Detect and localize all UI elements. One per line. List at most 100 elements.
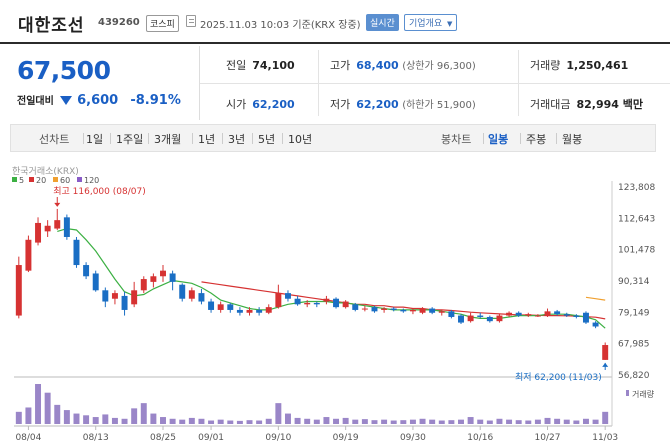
- volume-bar: [198, 418, 205, 424]
- ma60-line: [585, 296, 606, 301]
- y-tick-label: 56,820: [618, 371, 650, 381]
- volume-bar: [371, 420, 378, 424]
- separator: [110, 133, 111, 144]
- chart-source-label: 한국거래소(KRX): [12, 166, 79, 177]
- period-1y[interactable]: 1년: [198, 133, 216, 146]
- candle-body: [486, 316, 493, 322]
- volume-bar: [227, 420, 234, 424]
- chevron-down-icon: ▼: [447, 20, 453, 28]
- volume-bar: [554, 418, 561, 424]
- volume-bar: [438, 420, 445, 424]
- separator: [252, 133, 253, 144]
- period-10y[interactable]: 10년: [288, 133, 313, 146]
- candlestick-chart[interactable]: 한국거래소(KRX) 5 20 60 120 123,808 112,643 101,478 9…: [0, 156, 670, 447]
- change-label: 전일대비: [17, 96, 54, 107]
- volume-legend-swatch: [626, 390, 629, 396]
- candle-body: [111, 293, 118, 299]
- company-overview-dropdown[interactable]: 기업개요 ▼: [404, 14, 458, 31]
- divider: [200, 83, 670, 84]
- chart-canvas: 한국거래소(KRX)5 20 60 120 123,808 112,643 101,478 9…: [12, 166, 655, 443]
- volume-legend-label: 거래량: [632, 389, 655, 399]
- candle-body: [63, 217, 70, 237]
- volume-bar: [217, 419, 224, 424]
- x-tick-label: 10/27: [535, 433, 561, 443]
- candle-daily[interactable]: 일봉: [488, 133, 509, 146]
- candle-body: [275, 293, 282, 308]
- candle-body: [217, 304, 224, 310]
- separator: [556, 133, 557, 144]
- candle-body: [525, 314, 532, 316]
- volume-bar: [275, 403, 282, 424]
- period-1w[interactable]: 1주일: [116, 133, 144, 146]
- lower-limit: (하한가 51,900): [402, 100, 476, 111]
- candle-body: [515, 312, 522, 316]
- separator: [520, 133, 521, 144]
- stat-label: 저가: [330, 98, 351, 111]
- period-3m[interactable]: 3개월: [154, 133, 182, 146]
- period-3y[interactable]: 3년: [228, 133, 246, 146]
- separator: [192, 133, 193, 144]
- volume-bar: [236, 420, 243, 424]
- candle-body: [188, 290, 195, 299]
- high-annotation: 최고 116,000 (08/07): [53, 186, 145, 197]
- ma5-line: [57, 227, 606, 329]
- legend-label-ma5: 5: [19, 176, 24, 185]
- volume-bar: [458, 419, 464, 424]
- candle-body: [477, 315, 484, 317]
- stat-amount: 거래대금 82,994 백만: [530, 96, 643, 112]
- x-tick-label: 08/04: [15, 433, 41, 443]
- candle-body: [246, 309, 253, 313]
- candle-body: [361, 308, 368, 310]
- y-tick-label: 90,314: [618, 277, 650, 287]
- candle-body: [131, 290, 138, 305]
- candle-monthly[interactable]: 월봉: [562, 133, 583, 146]
- candle-body: [554, 311, 561, 315]
- divider: [318, 50, 319, 116]
- divider: [518, 50, 519, 116]
- candle-body: [573, 315, 580, 317]
- stock-name: 대한조선: [18, 16, 85, 36]
- volume-bar: [111, 417, 118, 424]
- volume-bar: [496, 418, 503, 424]
- separator: [222, 133, 223, 144]
- realtime-button[interactable]: 실시간: [366, 14, 399, 31]
- stock-header: 대한조선 439260 코스피 2025.11.03 10:03 기준(KRX …: [0, 0, 670, 44]
- candle-body: [496, 315, 503, 322]
- candle-body: [140, 279, 147, 291]
- stat-value: 1,250,461: [566, 59, 629, 72]
- candle-body: [54, 220, 61, 229]
- candle-body: [323, 298, 330, 302]
- candle-body: [352, 304, 359, 310]
- candle-body: [83, 265, 90, 277]
- volume-bar: [83, 415, 90, 424]
- volume-bar: [582, 418, 589, 424]
- price-summary: 67,500 전일대비 6,600 -8.91% 전일 74,100 고가 68,4…: [0, 46, 670, 120]
- volume-bar: [284, 413, 291, 424]
- period-5y[interactable]: 5년: [258, 133, 276, 146]
- low-arrow-icon: [602, 362, 609, 367]
- y-tick-label: 123,808: [618, 183, 655, 193]
- candle-body: [506, 312, 513, 316]
- stat-label: 거래대금: [530, 98, 571, 111]
- stat-label: 시가: [226, 98, 247, 111]
- candle-body: [381, 308, 388, 310]
- candle-body: [371, 307, 378, 312]
- candle-body: [582, 312, 589, 323]
- candle-body: [458, 315, 464, 323]
- legend-label-ma120: 120: [84, 176, 99, 185]
- candle-weekly[interactable]: 주봉: [526, 133, 547, 146]
- volume-bar: [304, 418, 311, 424]
- volume-bar: [409, 419, 416, 424]
- volume-bar: [179, 419, 186, 424]
- candle-body: [438, 311, 445, 313]
- period-1d[interactable]: 1일: [86, 133, 104, 146]
- volume-bar: [467, 417, 474, 424]
- volume-bar: [323, 417, 330, 424]
- volume-bar: [419, 418, 426, 424]
- current-price: 67,500: [17, 56, 111, 85]
- volume-bar: [140, 403, 147, 424]
- legend-swatch: [53, 177, 58, 182]
- volume-bar: [150, 413, 157, 424]
- candle-body: [448, 311, 455, 317]
- candle-chart-label: 봉차트: [441, 133, 472, 146]
